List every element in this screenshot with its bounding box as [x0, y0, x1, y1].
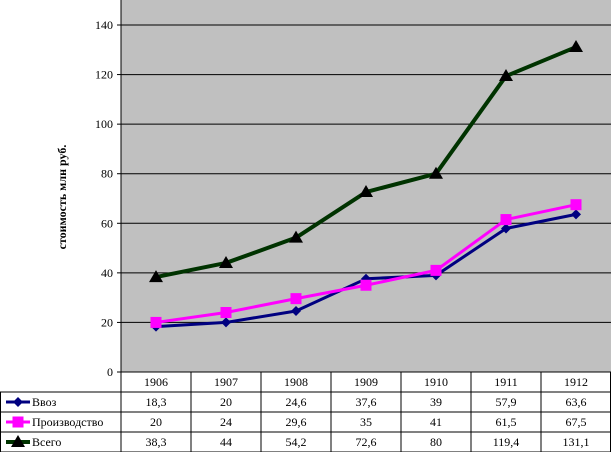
data-label: 67,5 — [566, 415, 587, 429]
data-label: 41 — [430, 415, 442, 429]
data-point — [149, 270, 163, 283]
data-point — [220, 307, 232, 319]
y-tick-label: 0 — [107, 365, 113, 379]
data-label: 72,6 — [356, 435, 377, 449]
data-label: 44 — [220, 435, 232, 449]
table-background — [0, 392, 611, 452]
x-tick-label: 1912 — [564, 375, 588, 389]
series-2 — [150, 199, 582, 328]
data-label: 35 — [360, 415, 372, 429]
data-label: 63,6 — [566, 395, 587, 409]
x-tick-label: 1908 — [284, 375, 308, 389]
data-point — [571, 209, 581, 220]
data-point — [221, 317, 231, 328]
data-point — [13, 397, 23, 407]
data-point — [569, 40, 583, 53]
data-point — [359, 185, 373, 198]
y-axis-title: стоимость млн руб. — [55, 145, 69, 250]
x-tick-label: 1910 — [424, 375, 448, 389]
y-tick-label: 80 — [101, 167, 113, 181]
legend-label: Ввоз — [32, 395, 57, 409]
data-label: 38,3 — [146, 435, 167, 449]
data-point — [290, 293, 302, 305]
data-point — [500, 214, 512, 226]
series-3 — [149, 40, 583, 283]
data-table: 1906 1907 1908 1909 1910 1911 1912 Ввоз 18,3 20 24… — [0, 371, 611, 453]
series-group — [149, 40, 583, 332]
data-label: 37,6 — [356, 395, 377, 409]
y-tick-label: 40 — [101, 266, 113, 280]
data-label: 57,9 — [496, 395, 517, 409]
data-label: 119,4 — [493, 435, 520, 449]
data-label: 131,1 — [563, 435, 590, 449]
legend-label: Производство — [32, 415, 103, 429]
data-label: 20 — [150, 415, 162, 429]
data-label: 20 — [220, 395, 232, 409]
y-axis: 0 20 40 60 80 100 120 140 — [95, 0, 122, 379]
data-label: 54,2 — [286, 435, 307, 449]
y-tick-label: 120 — [95, 68, 113, 82]
data-point — [150, 316, 162, 328]
data-label: 24,6 — [286, 395, 307, 409]
x-tick-label: 1907 — [214, 375, 238, 389]
data-point — [429, 166, 443, 179]
y-tick-label: 60 — [101, 216, 113, 230]
data-point — [291, 306, 301, 317]
data-point — [289, 230, 303, 243]
data-point — [219, 255, 233, 268]
legend-label: Всего — [32, 435, 61, 449]
data-label: 18,3 — [146, 395, 167, 409]
data-label: 24 — [220, 415, 232, 429]
data-label: 29,6 — [286, 415, 307, 429]
y-tick-label: 20 — [101, 315, 113, 329]
y-tick-label: 140 — [95, 18, 113, 32]
data-label: 39 — [430, 395, 442, 409]
x-tick-label: 1909 — [354, 375, 378, 389]
data-point — [570, 199, 582, 211]
data-point — [360, 279, 372, 291]
data-point — [499, 69, 513, 82]
data-point — [501, 223, 511, 234]
data-point — [12, 416, 24, 428]
data-point — [11, 435, 25, 447]
data-label: 61,5 — [496, 415, 517, 429]
data-label: 80 — [430, 435, 442, 449]
x-tick-label: 1906 — [144, 375, 168, 389]
x-tick-label: 1911 — [494, 375, 518, 389]
y-tick-label: 100 — [95, 117, 113, 131]
data-point — [430, 264, 442, 276]
